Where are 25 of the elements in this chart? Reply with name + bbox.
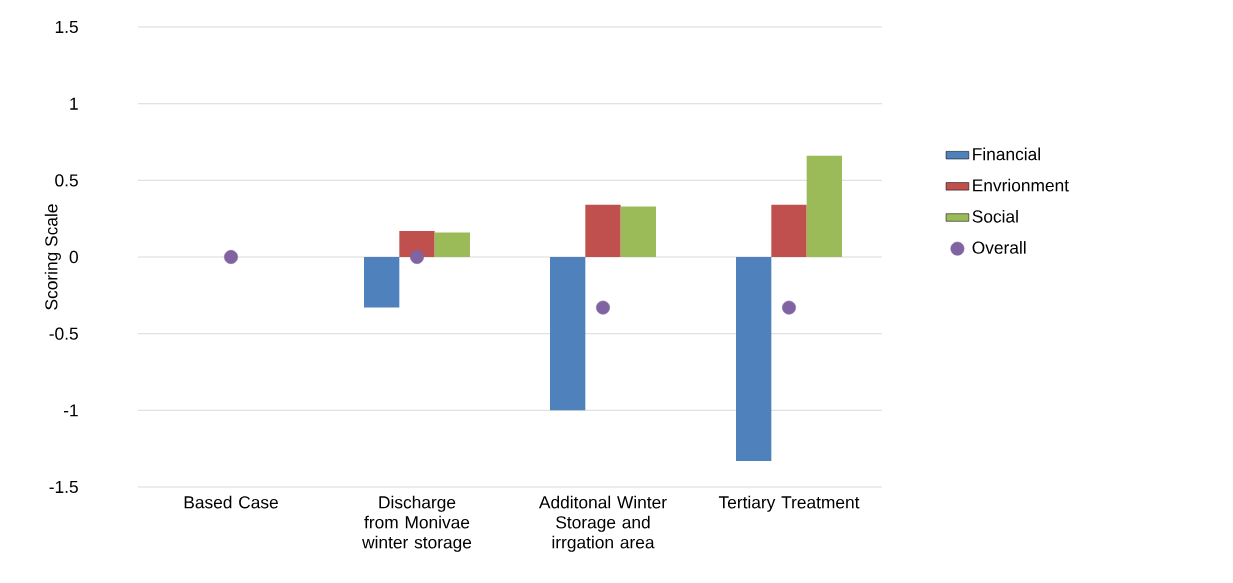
bar	[434, 232, 471, 257]
y-tick-label: 1.5	[55, 20, 78, 34]
bar	[399, 230, 435, 257]
y-tick-label: -0.5	[49, 327, 78, 340]
y-axis-title: Scoring Scale	[44, 204, 61, 310]
bar	[549, 257, 586, 411]
y-tick-label: -1	[63, 404, 78, 417]
x-tick-label: Tertiary Treatment	[718, 495, 860, 512]
legend-label: Social	[972, 209, 1018, 223]
x-tick-label: Discharge from Monivae winter storage	[362, 495, 472, 552]
bar	[620, 206, 657, 257]
y-tick-label: 1	[70, 97, 78, 110]
x-tick-label: Based Case	[184, 495, 278, 509]
bar	[363, 257, 400, 308]
legend-label: Financial	[973, 147, 1040, 161]
bar	[806, 155, 843, 257]
x-tick-label: Additonal Winter Storage and irrgation area	[538, 495, 667, 552]
y-tick-label: 0.5	[55, 174, 78, 187]
legend-label: Envrionment	[973, 178, 1069, 192]
legend-label: Overall	[972, 241, 1026, 254]
bar	[771, 204, 807, 257]
bar	[735, 257, 772, 461]
y-tick-label: -1.5	[49, 480, 78, 494]
bar	[585, 204, 621, 257]
y-tick-label: 0	[69, 250, 78, 264]
